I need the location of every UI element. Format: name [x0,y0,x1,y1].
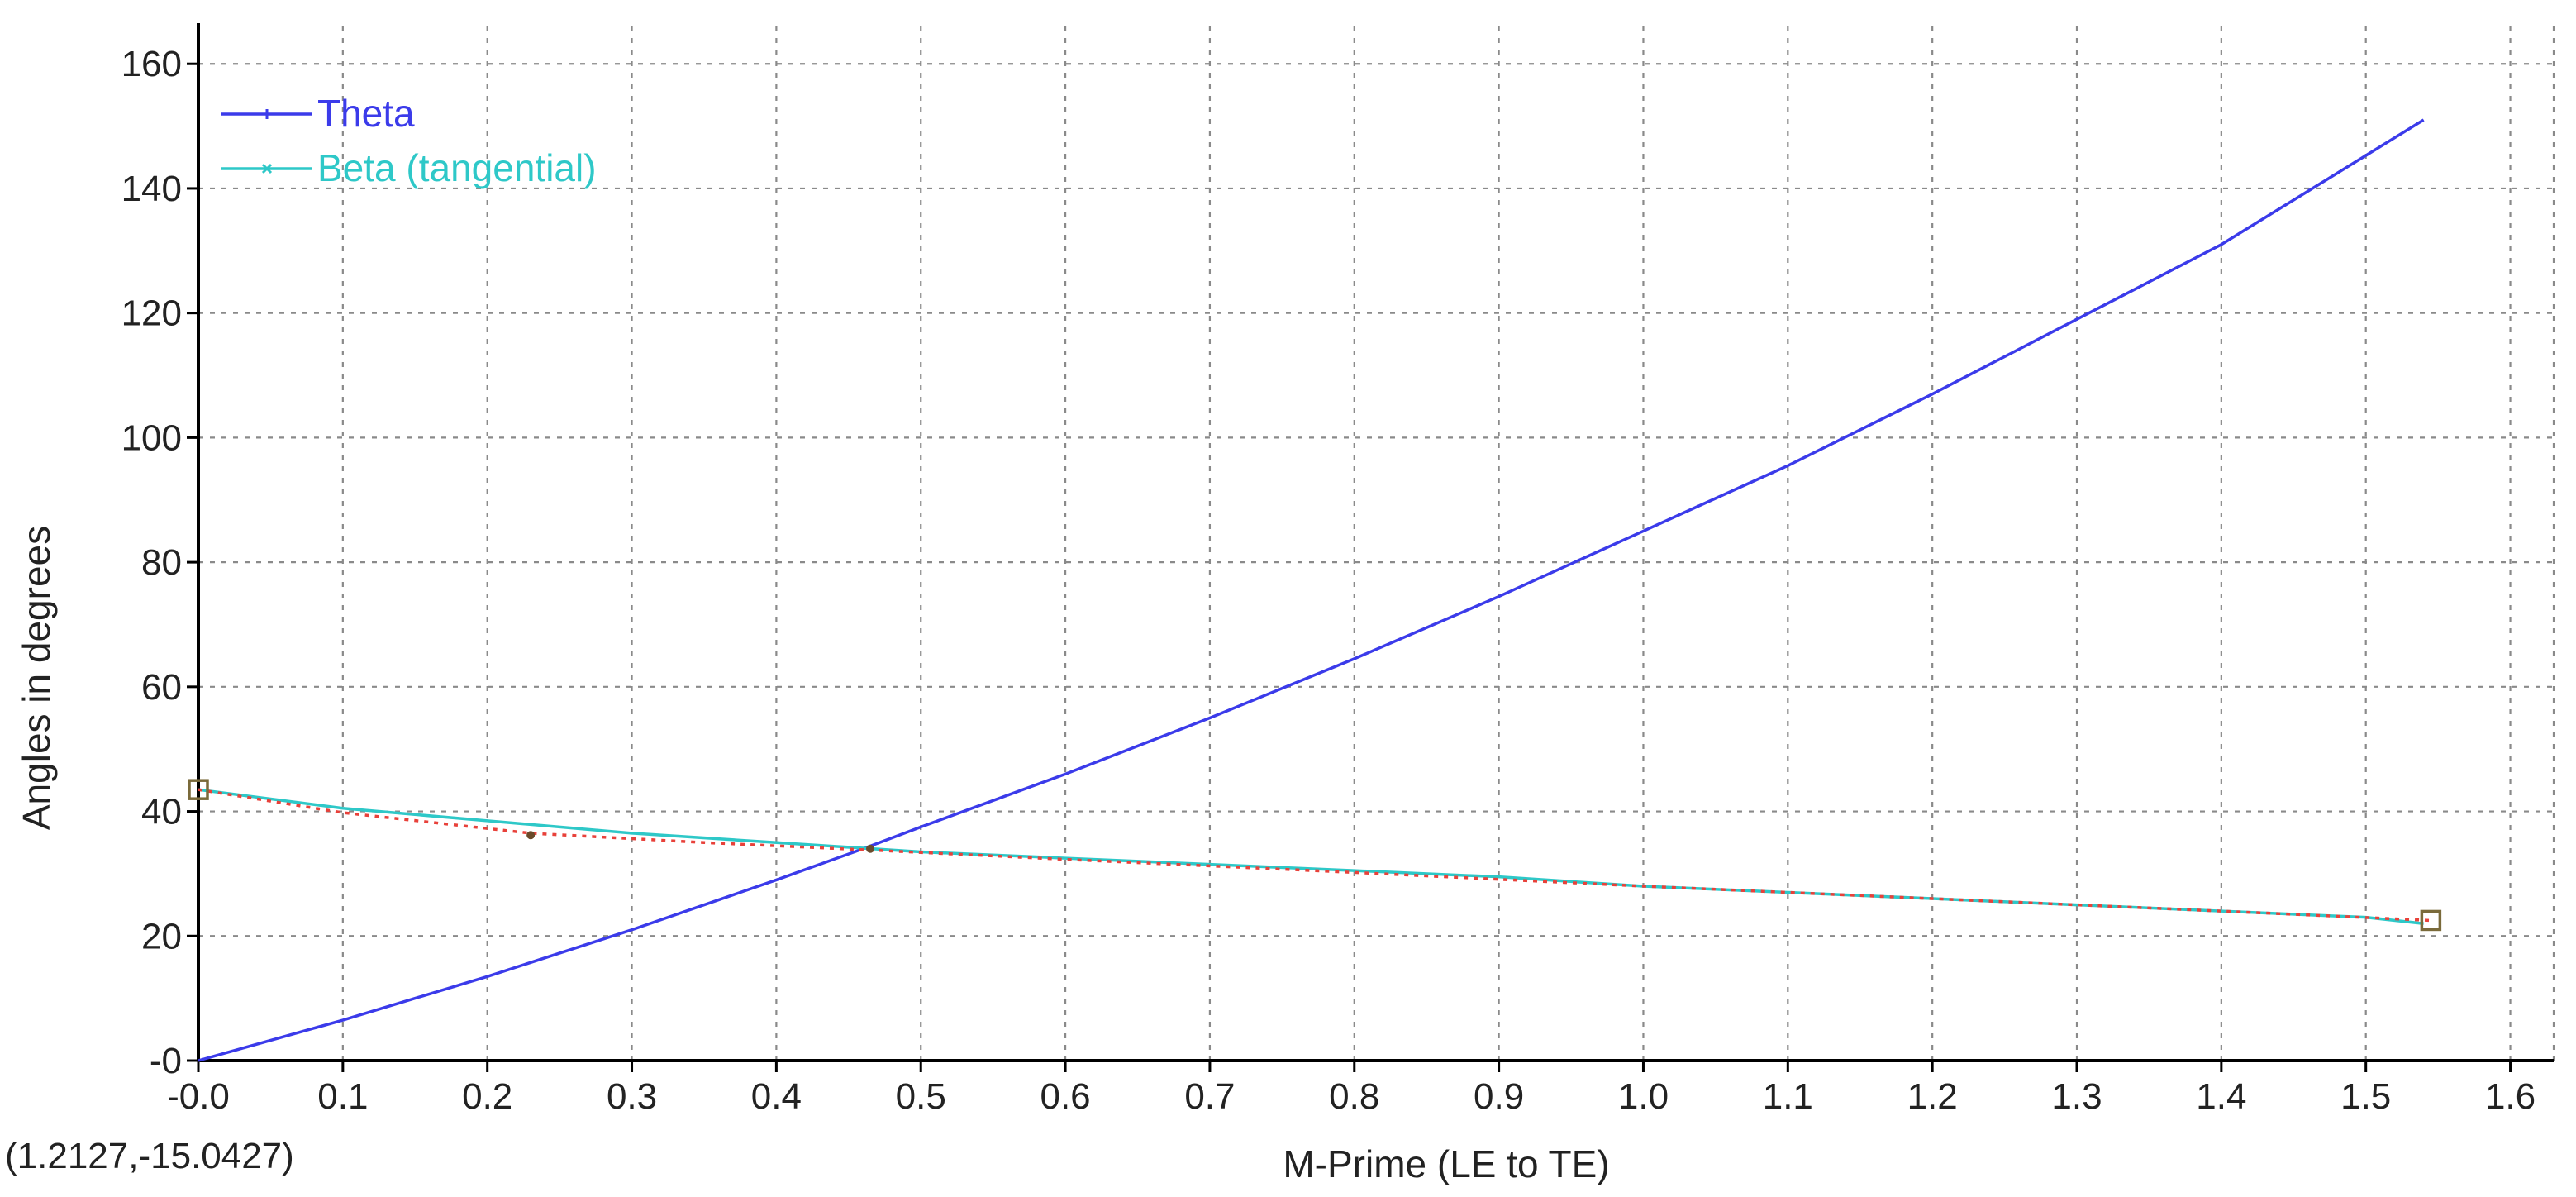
y-tick-label: 20 [141,916,182,956]
tick-labels: -0.0 0.1 0.2 0.3 0.4 0.5 0.6 0.7 0.8 0.9 1.0 1.1 1.2… [121,44,2536,1117]
x-tick-label: 0.6 [1040,1076,1090,1117]
x-tick-label: 1.0 [1618,1076,1669,1117]
axes [197,23,2554,1062]
y-tick-label: 160 [121,44,182,84]
series-line-beta-tangential [198,788,2424,925]
x-tick-label: 0.4 [751,1076,802,1117]
y-axis-label: Angles in degrees [15,526,58,830]
legend-label-theta: Theta [317,92,415,135]
control-point-handle[interactable] [188,779,209,800]
control-points [188,779,2442,932]
y-tick-label: 120 [121,293,182,334]
legend-marker-x [261,163,273,174]
x-tick-label: 1.5 [2340,1076,2391,1117]
x-tick-label: 1.4 [2196,1076,2246,1117]
x-tick-label: 0.7 [1184,1076,1235,1117]
x-tick-label: 1.3 [2051,1076,2102,1117]
x-tick-label: 0.2 [462,1076,512,1117]
y-tick-label: 80 [141,542,182,583]
x-tick-label: 0.3 [607,1076,657,1117]
x-tick-label: 1.1 [1763,1076,1813,1117]
series-lines [198,118,2431,1062]
x-tick-label: 1.6 [2485,1076,2536,1117]
x-tick-label: 1.2 [1907,1076,1958,1117]
y-tick-label: 40 [141,792,182,832]
x-tick-label: 0.1 [317,1076,368,1117]
x-tick-label: 0.9 [1474,1076,1524,1117]
y-tick-label: 100 [121,417,182,458]
control-point-handle[interactable] [2420,909,2442,932]
x-tick-label: -0.0 [167,1076,230,1117]
cursor-coordinate-readout: (1.2127,-15.0427) [5,1136,294,1176]
y-tick-label: -0 [150,1041,182,1081]
series-line-theta [198,118,2425,1062]
legend: Theta Beta (tangential) [221,92,597,189]
control-point-dot[interactable] [526,831,536,840]
y-tick-label: 60 [141,667,182,708]
control-curve [198,788,2431,923]
legend-label-beta-tangential: Beta (tangential) [317,146,597,189]
x-axis-label: M-Prime (LE to TE) [1283,1142,1609,1185]
x-tick-label: 0.5 [896,1076,946,1117]
y-tick-label: 140 [121,169,182,209]
control-point-dot[interactable] [866,844,875,853]
x-tick-label: 0.8 [1329,1076,1379,1117]
